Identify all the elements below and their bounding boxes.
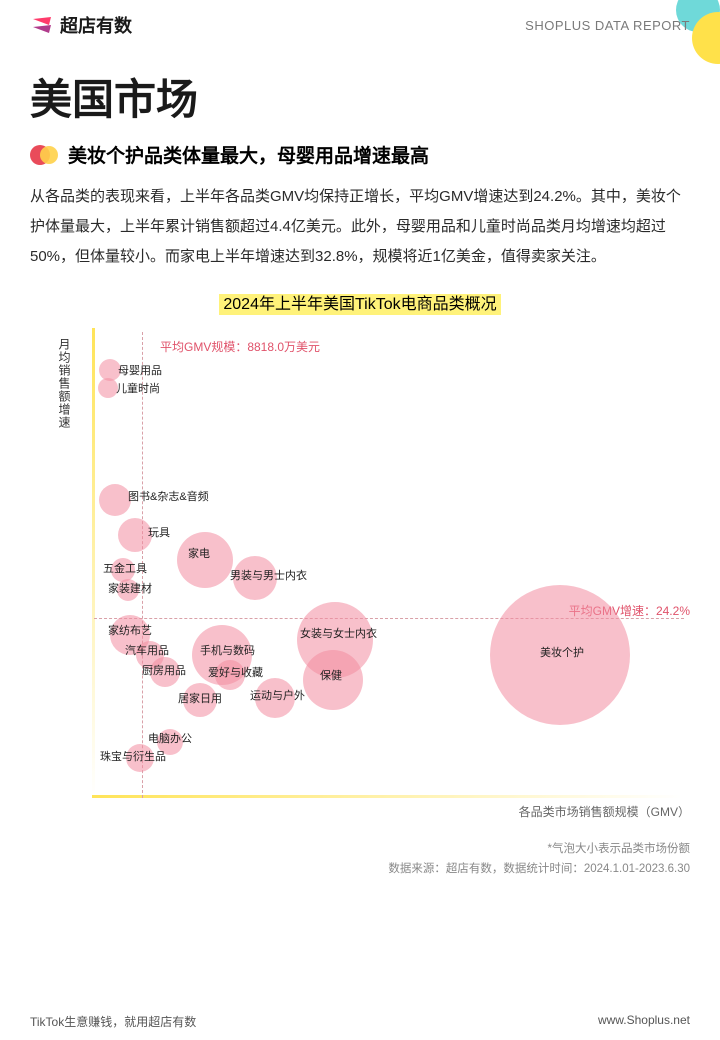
footer-url: www.Shoplus.net — [598, 1013, 690, 1030]
x-axis-label: 各品类市场销售额规模（GMV） — [519, 803, 690, 820]
subtitle-row: 美妆个护品类体量最大，母婴用品增速最高 — [0, 141, 720, 182]
bubble-label: 珠宝与衍生品 — [100, 748, 166, 764]
bubble-chart: 月均销售额增速 各品类市场销售额规模（GMV） 平均GMV规模：8818.0万美… — [30, 320, 690, 840]
x-axis — [92, 795, 682, 798]
subtitle-text: 美妆个护品类体量最大，母婴用品增速最高 — [68, 141, 429, 168]
bubble — [98, 378, 118, 398]
bubble-label: 汽车用品 — [125, 642, 169, 658]
bubble-label: 美妆个护 — [540, 644, 584, 660]
bubble-label: 男装与男士内衣 — [230, 567, 307, 583]
chart-title-text: 2024年上半年美国TikTok电商品类概况 — [219, 294, 500, 315]
y-axis-label: 月均销售额增速 — [56, 338, 73, 429]
y-axis — [92, 328, 95, 798]
chart-title: 2024年上半年美国TikTok电商品类概况 — [0, 272, 720, 320]
footnote-source: 数据来源：超店有数，数据统计时间：2024.1.01-2023.6.30 — [30, 860, 690, 880]
chart-footnotes: *气泡大小表示品类市场份额 数据来源：超店有数，数据统计时间：2024.1.01… — [0, 840, 720, 879]
bubble-label: 家纺布艺 — [108, 622, 152, 638]
avg-gmv-label: 平均GMV规模：8818.0万美元 — [160, 338, 320, 355]
page-footer: TikTok生意赚钱，就用超店有数 www.Shoplus.net — [30, 1013, 690, 1030]
page-title: 美国市场 — [0, 46, 720, 141]
brand-logo-icon — [30, 13, 54, 37]
footer-tagline: TikTok生意赚钱，就用超店有数 — [30, 1013, 196, 1030]
bubble-label: 保健 — [320, 667, 342, 683]
bubble — [99, 484, 131, 516]
bubble — [118, 518, 152, 552]
bubble-label: 母婴用品 — [118, 362, 162, 378]
footnote-bubble-meaning: *气泡大小表示品类市场份额 — [30, 840, 690, 860]
bubble-label: 家电 — [188, 545, 210, 561]
report-label: SHOPLUS DATA REPORT — [525, 18, 690, 33]
page-header: 超店有数 SHOPLUS DATA REPORT — [0, 0, 720, 46]
bubble-label: 图书&杂志&音频 — [128, 488, 209, 504]
subtitle-bullet-icon — [30, 144, 58, 166]
bubble-label: 居家日用 — [178, 690, 222, 706]
bubble-label: 爱好与收藏 — [208, 664, 263, 680]
bubble-label: 厨房用品 — [142, 662, 186, 678]
bubble-label: 家装建材 — [108, 580, 152, 596]
bubble-label: 女装与女士内衣 — [300, 625, 377, 641]
brand-logo: 超店有数 — [30, 12, 132, 38]
bubble-label: 手机与数码 — [200, 642, 255, 658]
bubble-label: 儿童时尚 — [116, 380, 160, 396]
body-paragraph: 从各品类的表现来看，上半年各品类GMV均保持正增长，平均GMV增速达到24.2%… — [0, 182, 720, 272]
brand-name: 超店有数 — [60, 12, 132, 38]
bubble-label: 玩具 — [148, 524, 170, 540]
bubble-label: 五金工具 — [103, 560, 147, 576]
bubble-label: 电脑办公 — [148, 730, 192, 746]
bubble-label: 运动与户外 — [250, 687, 305, 703]
